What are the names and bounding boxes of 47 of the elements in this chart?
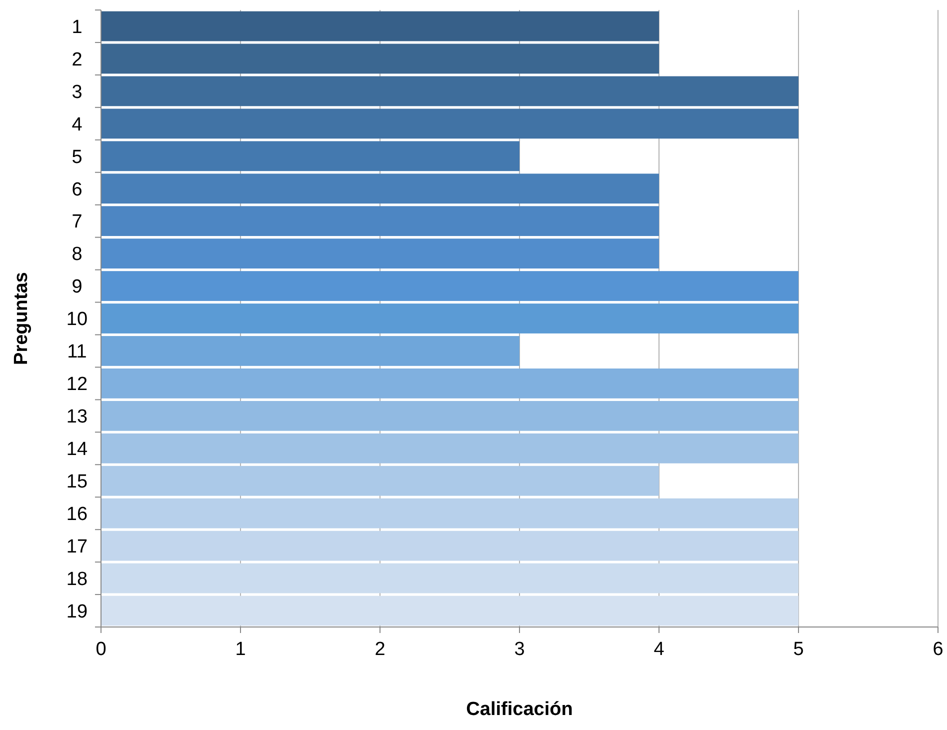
bar: [101, 271, 798, 301]
bar: [101, 206, 659, 236]
y-tick-label: 4: [72, 114, 83, 136]
y-tick-label: 10: [66, 309, 88, 330]
bar: [101, 11, 659, 42]
bar: [101, 238, 659, 268]
x-tick-label: 6: [932, 639, 944, 660]
y-tick-label: 8: [72, 244, 82, 266]
x-tick-label: 1: [235, 639, 246, 660]
y-tick-label: 18: [66, 568, 88, 590]
bar: [101, 76, 798, 106]
y-tick-label: 19: [66, 601, 88, 622]
bar: [101, 563, 798, 594]
bar: [101, 141, 520, 172]
bar: [101, 108, 798, 139]
y-tick-label: 2: [72, 49, 82, 70]
y-tick-label: 6: [72, 179, 82, 200]
y-tick-label: 3: [72, 82, 82, 103]
bar: [101, 530, 798, 561]
bar: [101, 368, 798, 398]
y-tick-label: 16: [66, 504, 88, 525]
y-axis-title: Preguntas: [11, 272, 32, 365]
y-tick-label: 17: [66, 536, 88, 558]
x-axis-title: Calificación: [466, 699, 573, 720]
y-tick-label: 15: [66, 472, 88, 493]
y-tick-label: 12: [66, 374, 88, 396]
y-tick-label: 13: [66, 406, 88, 428]
bar: [101, 44, 659, 74]
y-tick-label: 7: [72, 212, 82, 233]
bar: [101, 174, 659, 204]
y-tick-label: 11: [67, 342, 87, 363]
y-tick-label: 14: [66, 439, 88, 460]
x-tick-label: 2: [374, 639, 386, 660]
bar: [101, 304, 798, 334]
bar: [101, 498, 798, 528]
bar: [101, 596, 798, 626]
x-tick-label: 5: [793, 639, 804, 660]
x-tick-label: 3: [514, 639, 525, 660]
bar: [101, 433, 798, 464]
x-tick-label: 0: [96, 639, 106, 660]
x-tick-label: 4: [654, 639, 665, 660]
bar: [101, 400, 798, 431]
bar: [101, 466, 659, 496]
bar: [101, 336, 520, 366]
y-tick-label: 1: [72, 16, 82, 38]
y-tick-label: 9: [72, 276, 82, 298]
y-tick-label: 5: [72, 146, 82, 168]
